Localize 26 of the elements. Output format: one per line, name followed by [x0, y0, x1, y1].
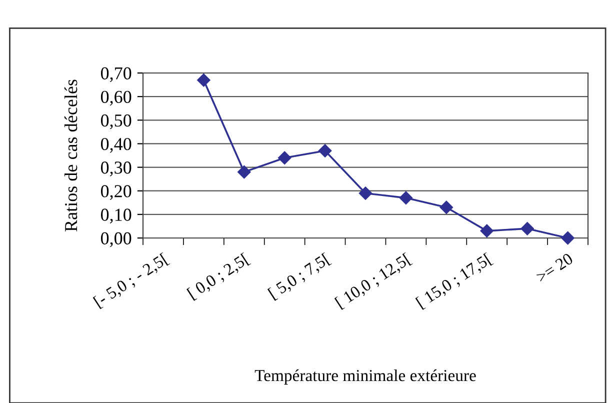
point: [238, 165, 251, 179]
point: [440, 200, 453, 214]
x-tick-label: >= 20: [536, 252, 574, 283]
point: [520, 222, 534, 236]
x-tick-label: [ 15,0 ; 17,5[: [415, 252, 494, 310]
y-tick-label: 0,50: [100, 114, 132, 130]
point: [278, 151, 292, 164]
x-tick-label: [ 0,0 ; 2,5[: [186, 252, 252, 302]
x-tick-label: [ 10,0 ; 12,5[: [334, 252, 414, 310]
point: [318, 144, 332, 158]
point: [480, 224, 494, 238]
y-axis-title: Ratios de cas décelés: [64, 80, 78, 232]
point: [561, 231, 574, 245]
point: [399, 191, 413, 205]
y-tick-label: 0,10: [100, 208, 132, 224]
point: [197, 73, 210, 87]
x-axis-title: Température minimale extérieure: [254, 369, 476, 385]
y-tick-label: 0,20: [100, 185, 132, 200]
y-tick-label: 0,30: [100, 162, 132, 176]
x-tick-label: [ 5,0 ; 7,5[: [267, 252, 332, 302]
y-tick-label: 0,60: [100, 90, 132, 106]
x-tick-label: [- 5,0 ; - 2,5[: [92, 252, 170, 310]
point: [358, 186, 372, 200]
y-tick-label: 0,70: [100, 67, 132, 82]
y-tick-label: 0,00: [100, 232, 132, 248]
y-tick-label: 0,40: [100, 138, 132, 153]
